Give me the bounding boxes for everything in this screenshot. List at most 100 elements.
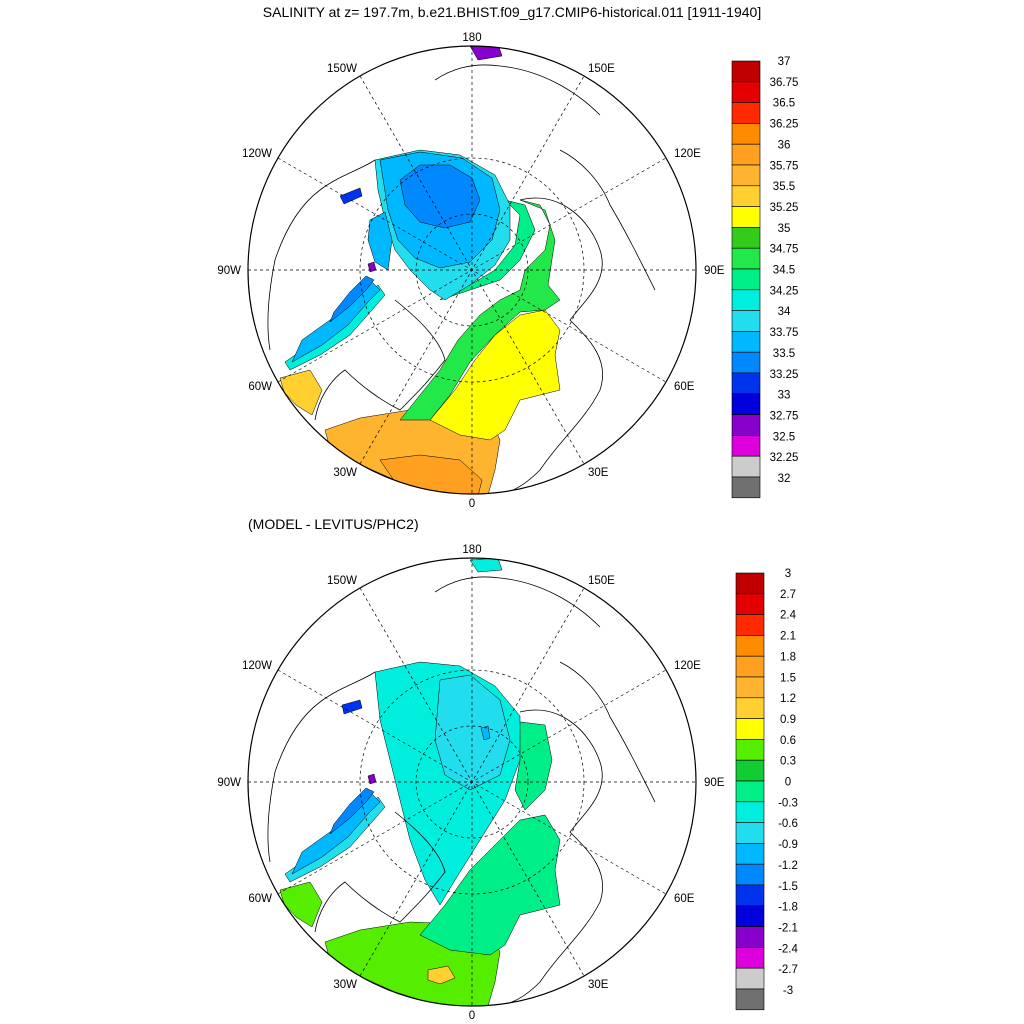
colorbar-swatch [731,393,761,415]
colorbar-swatch [731,247,761,270]
colorbar-swatch [731,81,761,103]
colorbar-tick-label: 0 [785,777,791,789]
colorbar-swatch [735,614,765,636]
purple-patch-arch [367,773,377,785]
lon-label-0: 0 [469,498,475,510]
colorbar-swatch [735,572,765,595]
lon-label-120w: 120W [242,148,272,160]
baffin-band-3 [329,275,375,323]
baffin-band-2 [291,281,381,363]
colorbar-swatch [735,801,765,823]
difference-colorbar: 3 2.7 2.4 2.1 1.8 1.5 1.2 0.9 0.6 0.3 0 -0.3 -0.6 -0.… [735,568,799,1011]
colorbar-swatch [735,655,765,678]
colorbar-tick-label: -2.7 [778,964,798,976]
colorbar-swatch [735,926,765,948]
colorbar-swatch [735,947,765,969]
map-border [247,557,697,1007]
colorbar-swatch [731,310,761,332]
colorbar-tick-label: 0.3 [780,756,796,768]
colorbar-swatch [735,759,765,782]
colorbar-swatch [731,289,761,311]
colorbar-tick-label: 0.9 [780,714,796,726]
colorbar-tick-label: -0.6 [778,818,798,830]
salinity-map-fields [267,46,656,494]
colorbar-tick-label: 0.6 [780,735,796,747]
lon-label-30e: 30E [588,467,609,479]
colorbar-swatch [735,988,765,1011]
difference-map-fields [267,558,656,1006]
lon-label-120e: 120E [674,660,701,672]
lon-label-90e: 90E [704,777,725,789]
colorbar-tick-label: 35.5 [773,181,795,193]
colorbar-tick-label: 34.5 [773,265,795,277]
colorbar-swatch [731,435,761,457]
baffin-band-2 [291,793,381,875]
colorbar-tick-label: 2.1 [780,631,796,643]
labrador-field [279,369,323,416]
lon-label-60e: 60E [674,893,695,905]
colorbar-tick-label: 35.75 [770,160,799,172]
colorbar-tick-label: 33 [778,390,791,402]
colorbar-tick-label: 34.75 [770,244,799,256]
lon-label-30w: 30W [333,979,357,991]
difference-polar-map: 180 0 90W 90E 150W 120W 60W 30W 150E 120… [217,544,724,1022]
lon-label-60w: 60W [248,893,272,905]
purple-patch-arch [367,261,377,273]
lon-label-150e: 150E [588,575,615,587]
baffin-band-3 [329,787,375,835]
basin-core-field [399,164,481,229]
lon-label-90e: 90E [704,265,725,277]
colorbar-tick-label: -2.4 [778,943,798,955]
colorbar-tick-label: 33.25 [770,369,799,381]
colorbar-swatch [735,843,765,865]
colorbar-tick-label: 3 [785,568,791,580]
colorbar-swatch [735,635,765,657]
colorbar-swatch [731,372,761,395]
basin-core-field [480,725,491,741]
colorbar-tick-label: 36.25 [770,119,799,131]
colorbar-swatch [731,227,761,249]
blue-patch [339,187,363,205]
colorbar-tick-label: 32.75 [770,410,799,422]
colorbar-tick-label: 35 [778,223,791,235]
blue-patch [341,699,363,715]
colorbar-tick-label: -1.5 [778,881,798,893]
colorbar-tick-label: 36.5 [773,98,795,110]
colorbar-swatch [731,351,761,374]
lon-label-60w: 60W [248,381,272,393]
colorbar-swatch [735,884,765,907]
colorbar-tick-label: 32 [778,473,791,485]
colorbar-tick-label: 34.25 [770,285,799,297]
colorbar-swatch [731,123,761,145]
colorbar-tick-label: 34 [778,306,791,318]
colorbar-tick-label: -0.9 [778,839,798,851]
colorbar-tick-label: 32.25 [770,452,799,464]
colorbar-tick-label: -0.3 [778,797,798,809]
colorbar-tick-label: -3 [783,985,793,997]
purple-patch-north [469,46,503,61]
colorbar-swatch [735,718,765,740]
colorbar-tick-label: 32.5 [773,431,795,443]
colorbar-swatch [735,780,765,803]
coastlines [267,64,656,494]
colorbar-tick-label: 1.2 [780,693,796,705]
colorbar-tick-label: -1.8 [778,902,798,914]
colorbar-tick-label: 33.5 [773,348,795,360]
lon-label-60e: 60E [674,381,695,393]
colorbar-swatch [735,863,765,886]
lon-label-150e: 150E [588,63,615,75]
colorbar-swatch [735,739,765,761]
colorbar-swatch [735,593,765,615]
colorbar-swatch [731,476,761,499]
colorbar-tick-label: -1.2 [778,860,798,872]
figure-title: SALINITY at z= 197.7m, b.e21.BHIST.f09_g… [262,4,762,20]
atlantic-yellow-field [429,309,561,441]
cyan-patch-north [469,558,503,573]
colorbar-tick-label: 33.75 [770,327,799,339]
basin-inner-field [434,674,511,791]
lon-label-30w: 30W [333,467,357,479]
colorbar-swatch [735,967,765,990]
salinity-polar-map: 180 0 90W 90E 150W 120W 60W 30W 150E 120… [217,32,724,510]
colorbar-tick-label: 37 [778,56,791,68]
coastlines [267,576,656,1006]
